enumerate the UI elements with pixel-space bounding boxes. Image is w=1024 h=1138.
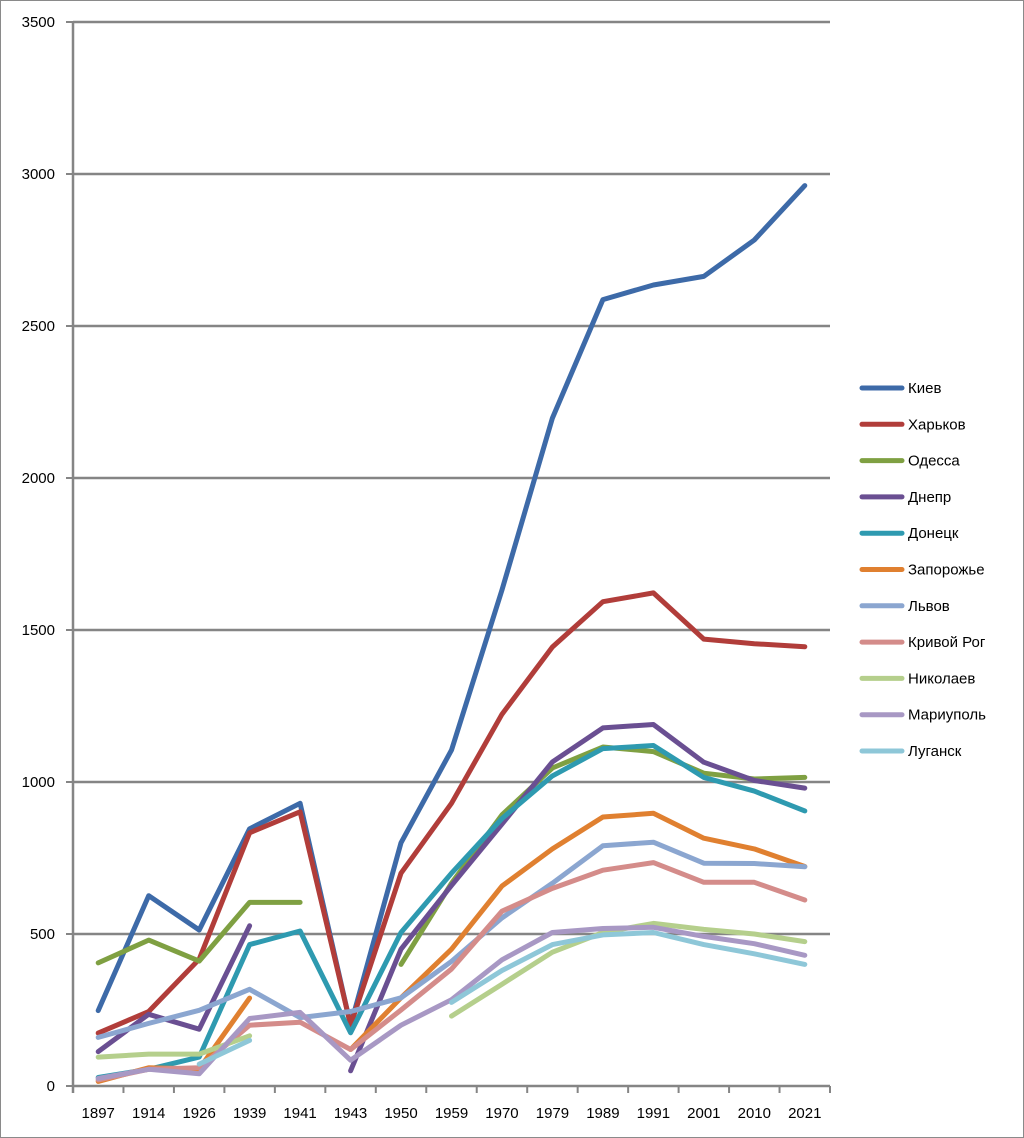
x-tick-label: 1943 <box>334 1105 367 1122</box>
y-tick-label: 1500 <box>22 622 55 639</box>
x-tick-label: 1914 <box>132 1105 165 1122</box>
series-line-3 <box>348 722 808 1074</box>
x-tick-label: 1939 <box>233 1105 266 1122</box>
x-tick-label: 1979 <box>536 1105 569 1122</box>
x-tick-label: 1950 <box>384 1105 417 1122</box>
y-tick-label: 2000 <box>22 470 55 487</box>
legend-label: Николаев <box>908 670 975 687</box>
series-line-10 <box>449 930 808 1005</box>
x-tick-label: 2010 <box>738 1105 771 1122</box>
legend: Киев Харьков Одесса Днепр Донецк Запорожье Льв… <box>859 380 986 760</box>
legend-label: Львов <box>908 598 950 615</box>
y-tick-label: 2500 <box>22 318 55 335</box>
x-tick-label: 1941 <box>283 1105 316 1122</box>
series-line-5 <box>348 810 808 1052</box>
legend-label: Одесса <box>908 453 960 470</box>
legend-label: Донецк <box>908 525 959 542</box>
gridlines <box>73 20 830 936</box>
legend-label: Днепр <box>908 489 951 506</box>
x-tick-label: 1959 <box>435 1105 468 1122</box>
x-tick-label: 1970 <box>485 1105 518 1122</box>
series-line-0 <box>95 183 808 1028</box>
y-tick-label: 3000 <box>22 166 55 183</box>
legend-label: Мариуполь <box>908 707 986 724</box>
y-tick-label: 0 <box>47 1078 55 1095</box>
x-tick-label: 1991 <box>637 1105 670 1122</box>
y-tick-label: 3500 <box>22 14 55 31</box>
legend-label: Харьков <box>908 416 966 433</box>
legend-label: Луганск <box>908 743 962 760</box>
axes: 0 500 1000 1500 2000 2500 3000 3500 1897 1914 1926… <box>22 14 831 1122</box>
y-tick-label: 1000 <box>22 774 55 791</box>
x-tick-label: 1926 <box>182 1105 215 1122</box>
x-tick-label: 1897 <box>82 1105 115 1122</box>
legend-label: Киев <box>908 380 941 397</box>
series-lines <box>95 183 808 1084</box>
x-tick-label: 1989 <box>586 1105 619 1122</box>
legend-label: Запорожье <box>908 562 985 579</box>
series-line-10 <box>196 1037 253 1067</box>
legend-label: Кривой Рог <box>908 634 986 651</box>
series-line-4 <box>95 743 808 1080</box>
x-tick-label: 2021 <box>788 1105 821 1122</box>
x-tick-label: 2001 <box>687 1105 720 1122</box>
y-tick-label: 500 <box>30 926 55 943</box>
